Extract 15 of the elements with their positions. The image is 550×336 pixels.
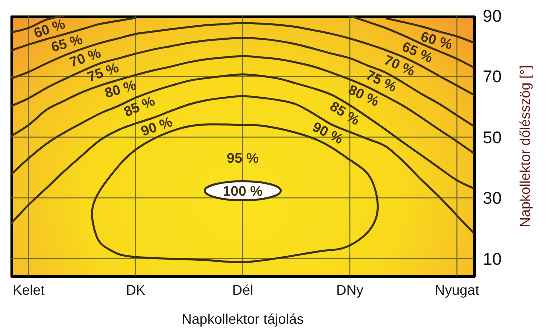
y-tick-label: 70 xyxy=(483,68,502,87)
x-tick-label: Dél xyxy=(232,282,254,298)
y-tick-label: 10 xyxy=(483,250,502,269)
x-tick-label: DNy xyxy=(336,282,364,298)
y-tick-label: 90 xyxy=(483,7,502,26)
y-axis-title: Napkollektor dőlésszög [°] xyxy=(516,65,533,228)
x-axis-title: Napkollektor tájolás xyxy=(182,311,304,327)
x-tick-label: Nyugat xyxy=(434,282,480,298)
annotation: 100 % xyxy=(223,183,264,199)
text: 65 % xyxy=(49,31,84,56)
annotation: 95 % xyxy=(227,150,260,166)
y-tick-label: 30 xyxy=(483,189,502,208)
y-tick-label: 50 xyxy=(483,128,502,148)
x-tick-label: Kelet xyxy=(12,282,45,298)
x-tick-label: DK xyxy=(126,282,146,298)
